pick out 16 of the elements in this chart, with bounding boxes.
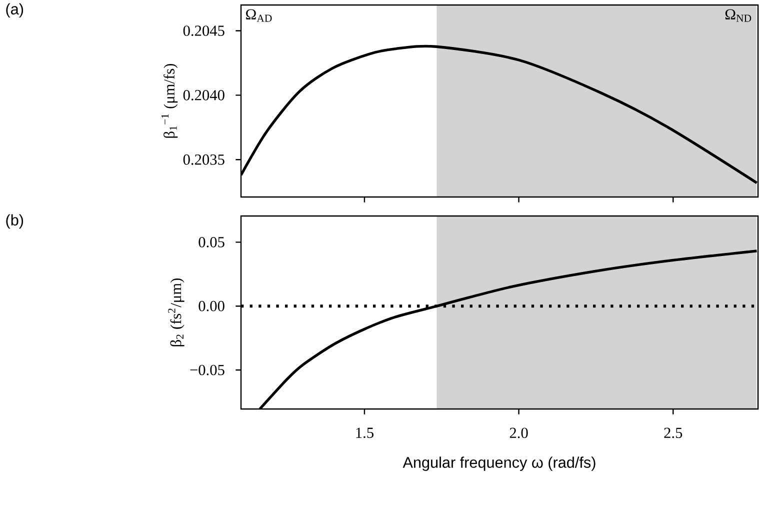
annotation: Ω$_{AD}$ xyxy=(246,9,272,22)
y-tick-label: 0.2045 xyxy=(183,26,224,36)
text: (a) xyxy=(6,3,24,18)
text: (b) xyxy=(6,214,24,229)
y-tick-label: −0.05 xyxy=(190,364,224,376)
x-axis-title: Angular frequency ω (rad/fs) xyxy=(402,456,596,471)
x-tick-label: 1.5 xyxy=(356,428,374,438)
y-axis-title: β$_{2}$ (fs$^{2}$/μm) xyxy=(168,278,184,346)
y-axis-title: β$_{1}$$^{−1}$ (μm/fs) xyxy=(161,64,178,138)
band-label: Ω$_{ND}$ xyxy=(725,9,752,22)
x-tick-label: 2.0 xyxy=(510,428,528,438)
y-tick-label: 0.00 xyxy=(198,300,224,312)
y-tick-label: 0.2040 xyxy=(183,90,224,100)
x-tick-label: 2.5 xyxy=(664,428,682,438)
y-tick-label: 0.05 xyxy=(198,237,224,248)
y-tick-label: 0.2035 xyxy=(183,154,224,165)
